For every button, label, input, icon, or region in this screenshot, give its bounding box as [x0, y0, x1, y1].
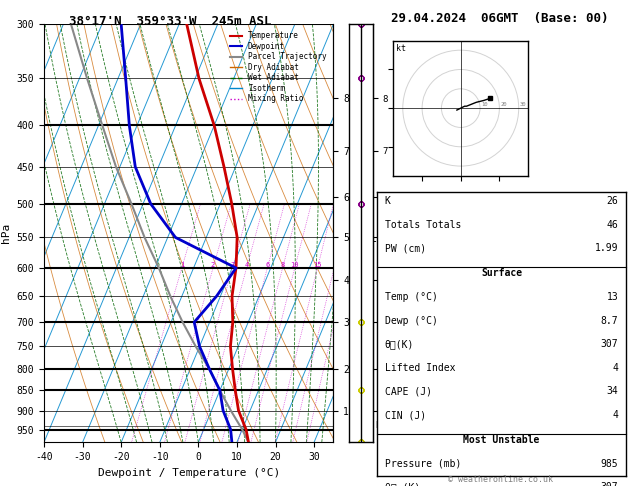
Text: 4: 4 — [245, 262, 248, 268]
Text: 2: 2 — [211, 262, 215, 268]
X-axis label: Dewpoint / Temperature (°C): Dewpoint / Temperature (°C) — [97, 468, 280, 478]
Text: 46: 46 — [606, 220, 618, 230]
Text: Dewp (°C): Dewp (°C) — [385, 315, 438, 326]
Text: 10: 10 — [291, 262, 299, 268]
Text: © weatheronline.co.uk: © weatheronline.co.uk — [448, 474, 552, 484]
Text: 4: 4 — [613, 410, 618, 420]
Text: 1: 1 — [180, 262, 184, 268]
Y-axis label: km
ASL: km ASL — [360, 223, 377, 244]
Text: 34: 34 — [606, 386, 618, 397]
Text: CIN (J): CIN (J) — [385, 410, 426, 420]
Text: 4: 4 — [613, 363, 618, 373]
Text: PW (cm): PW (cm) — [385, 243, 426, 253]
Text: Pressure (mb): Pressure (mb) — [385, 459, 461, 469]
Text: CAPE (J): CAPE (J) — [385, 386, 432, 397]
Text: 20: 20 — [500, 102, 507, 107]
Text: 13: 13 — [606, 292, 618, 302]
Text: Most Unstable: Most Unstable — [464, 435, 540, 445]
Text: Surface: Surface — [481, 268, 522, 278]
Text: Temp (°C): Temp (°C) — [385, 292, 438, 302]
Text: θᴄ (K): θᴄ (K) — [385, 482, 420, 486]
Text: θᴄ(K): θᴄ(K) — [385, 339, 415, 349]
Text: K: K — [385, 196, 391, 206]
Text: LCL: LCL — [376, 421, 389, 430]
Text: 29.04.2024  06GMT  (Base: 00): 29.04.2024 06GMT (Base: 00) — [391, 12, 609, 25]
Text: Totals Totals: Totals Totals — [385, 220, 461, 230]
Y-axis label: hPa: hPa — [1, 223, 11, 243]
Text: 8.7: 8.7 — [601, 315, 618, 326]
Text: 3: 3 — [230, 262, 235, 268]
Text: 26: 26 — [606, 196, 618, 206]
Text: 985: 985 — [601, 459, 618, 469]
Text: 1.99: 1.99 — [595, 243, 618, 253]
Text: 8: 8 — [281, 262, 285, 268]
Text: Lifted Index: Lifted Index — [385, 363, 455, 373]
Text: 307: 307 — [601, 482, 618, 486]
Text: 30: 30 — [520, 102, 526, 107]
Text: 307: 307 — [601, 339, 618, 349]
Text: 38°17'N  359°33'W  245m ASL: 38°17'N 359°33'W 245m ASL — [69, 15, 271, 28]
Text: kt: kt — [396, 44, 406, 53]
Text: 15: 15 — [313, 262, 322, 268]
Text: 10: 10 — [481, 102, 487, 107]
Text: 6: 6 — [265, 262, 269, 268]
Legend: Temperature, Dewpoint, Parcel Trajectory, Dry Adiabat, Wet Adiabat, Isotherm, Mi: Temperature, Dewpoint, Parcel Trajectory… — [227, 28, 330, 106]
